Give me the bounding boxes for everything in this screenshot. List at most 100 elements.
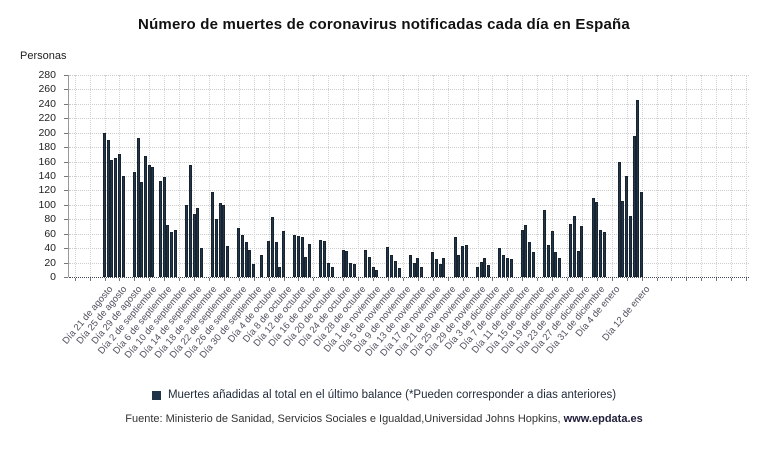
bar [371, 266, 375, 277]
y-tick [64, 75, 68, 76]
bar [408, 254, 412, 277]
gridline-v [179, 75, 181, 277]
bar [461, 245, 465, 277]
x-axis-line [69, 277, 749, 278]
gridline-v [701, 75, 703, 277]
gridline-v [716, 75, 718, 277]
y-tick-label: 180 [38, 141, 56, 154]
y-tick-label: 280 [38, 69, 56, 81]
gridline-v [358, 75, 360, 277]
bar [226, 245, 230, 277]
chart-title: Número de muertes de coronavirus notific… [138, 16, 630, 33]
bar [166, 225, 170, 277]
x-tick [283, 278, 285, 281]
bar [237, 227, 241, 277]
bar [442, 258, 446, 277]
bar [420, 266, 424, 277]
gridline-h [69, 75, 749, 76]
x-tick [223, 278, 225, 281]
y-tick-label: 40 [44, 242, 56, 255]
bar [531, 251, 535, 277]
gridline-h [69, 132, 749, 134]
gridline-h [69, 118, 749, 120]
y-tick-label: 120 [38, 184, 56, 197]
bar [617, 161, 621, 277]
y-tick [64, 248, 68, 250]
gridline-v [223, 75, 225, 277]
gridline-v [253, 75, 255, 277]
gridline-v [686, 75, 688, 277]
bar [110, 160, 114, 277]
x-tick [537, 278, 539, 281]
bar [147, 165, 151, 277]
bar [248, 249, 252, 277]
y-tick-label: 160 [38, 155, 56, 168]
x-tick [179, 278, 181, 281]
bar [293, 235, 297, 277]
bar [140, 181, 144, 277]
bar [438, 264, 442, 277]
bar [349, 262, 353, 277]
gridline-v [477, 75, 479, 277]
x-tick [74, 278, 76, 281]
bar [244, 242, 248, 277]
bar [323, 240, 327, 277]
bar [345, 251, 349, 277]
bar [546, 244, 550, 277]
gridline-h [69, 233, 749, 235]
bar [479, 261, 483, 277]
x-tick [104, 278, 106, 281]
gridline-v [313, 75, 315, 277]
x-tick [164, 278, 166, 281]
x-tick [268, 278, 270, 281]
x-tick [746, 278, 748, 281]
bar [595, 201, 599, 277]
y-tick-label: 80 [44, 213, 56, 226]
bar [524, 225, 528, 277]
gridline-v [492, 75, 494, 277]
bar [393, 261, 397, 277]
gridline-v [208, 75, 210, 277]
bar [528, 242, 532, 277]
gridline-h [69, 89, 749, 91]
x-tick [462, 278, 464, 281]
y-tick [64, 147, 68, 149]
gridline-v [268, 75, 270, 277]
y-tick-label: 100 [38, 198, 56, 211]
bar [580, 225, 584, 277]
bar [576, 251, 580, 277]
gridline-v [581, 75, 583, 277]
x-tick [358, 278, 360, 281]
bar [278, 266, 282, 277]
bar [431, 251, 435, 277]
bar [300, 237, 304, 277]
bar [326, 262, 330, 277]
y-tick [64, 118, 68, 120]
source-line: Fuente: Ministerio de Sanidad, Servicios… [0, 413, 768, 425]
x-tick [626, 278, 628, 281]
x-tick [522, 278, 524, 281]
x-tick [417, 278, 419, 281]
gridline-v [373, 75, 375, 277]
bar [550, 230, 554, 277]
x-tick [89, 278, 91, 281]
gridline-v [89, 75, 91, 277]
bar [416, 257, 420, 277]
bar [214, 219, 218, 277]
bar [162, 177, 166, 277]
source-site-link[interactable]: www.epdata.es [563, 413, 643, 425]
gridline-v [194, 75, 196, 277]
x-tick [313, 278, 315, 281]
bar [498, 248, 502, 277]
x-tick [716, 278, 718, 281]
bar [434, 258, 438, 277]
bar [386, 246, 390, 277]
bar [282, 230, 286, 277]
bar [267, 240, 271, 277]
x-tick [552, 278, 554, 281]
y-axis-label: Personas [20, 50, 67, 62]
gridline-h [69, 147, 749, 149]
bar [192, 213, 196, 277]
x-tick [402, 278, 404, 281]
